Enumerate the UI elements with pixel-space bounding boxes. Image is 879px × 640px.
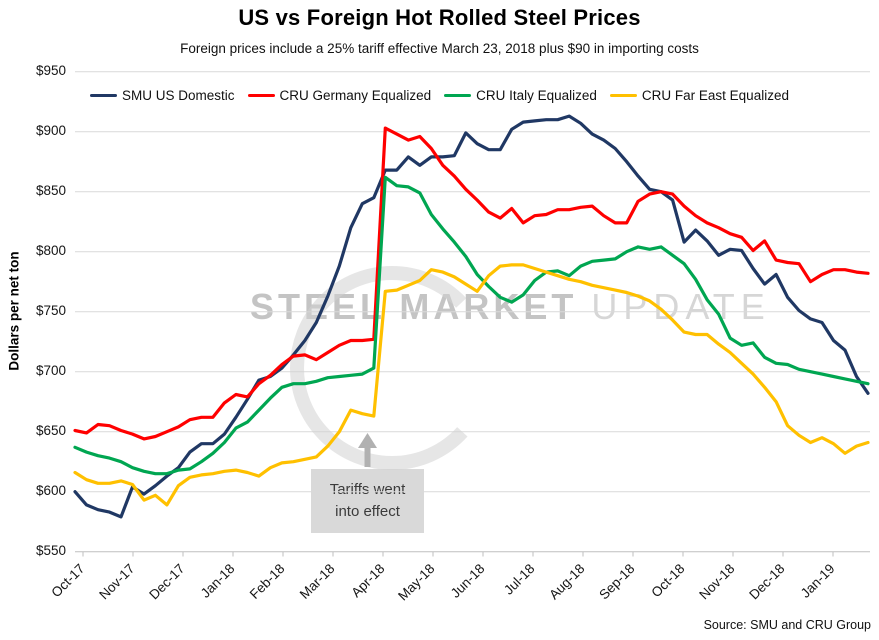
annotation-box: Tariffs went into effect [311,469,424,533]
annotation-text: Tariffs went [329,481,406,499]
x-axis-label: Jan-19 [797,561,838,601]
x-axis-label: Jun-18 [447,561,488,601]
y-axis-label: $650 [35,422,66,438]
y-axis-label: $700 [35,362,66,378]
y-axis-label: $850 [35,182,66,198]
watermark-part2: UPDATE [591,286,771,327]
y-axis-label: $800 [35,242,66,258]
y-axis-label: $900 [35,122,66,138]
x-axis-label: Jan-18 [197,561,238,601]
x-axis-label: Nov-17 [96,561,138,603]
page-title: US vs Foreign Hot Rolled Steel Prices [238,5,641,30]
y-axis-label: $950 [35,62,66,78]
chart-subtitle: Foreign prices include a 25% tariff effe… [180,41,699,56]
legend-label: CRU Italy Equalized [476,88,597,103]
legend-label: CRU Far East Equalized [641,88,789,103]
legend-item: SMU US Domestic [90,88,235,103]
legend-swatch-icon [90,93,118,98]
legend-swatch-icon [247,93,275,98]
source-note: Source: SMU and CRU Group [703,618,871,632]
watermark-text: STEEL MARKET UPDATE [250,286,765,328]
series-line-2 [73,126,870,441]
legend-swatch-icon [609,93,637,98]
watermark-part1: STEEL MARKET [250,286,578,327]
x-axis-label: Dec-18 [746,561,788,603]
x-axis-label: Oct-18 [648,561,688,601]
x-axis-label: Nov-18 [696,561,738,603]
x-axis-label: May-18 [395,561,438,604]
legend-item: CRU Italy Equalized [444,88,597,103]
legend-swatch-icon [444,93,472,98]
legend-item: CRU Far East Equalized [609,88,789,103]
x-axis-label: Jul-18 [500,561,538,598]
annotation-text: into effect [335,503,400,520]
x-axis-label: Oct-17 [48,561,88,601]
x-axis-label: Sep-18 [596,561,638,603]
y-axis-label: $550 [35,542,66,558]
annotation-arrow-icon [364,446,371,467]
annotation-arrowhead-icon [358,433,377,448]
x-axis-label: Dec-17 [146,561,188,603]
legend-item: CRU Germany Equalized [247,88,432,103]
y-axis-label: $600 [35,482,66,498]
x-axis-label: Aug-18 [546,561,588,603]
y-axis-label: $750 [35,302,66,318]
x-axis-label: Apr-18 [348,561,388,601]
x-axis-label: Mar-18 [296,561,338,602]
legend-label: CRU Germany Equalized [279,88,432,103]
x-axis-label: Feb-18 [246,561,288,602]
legend: SMU US Domestic CRU Germany Equalized CRU … [0,88,879,103]
legend-label: SMU US Domestic [122,88,235,103]
